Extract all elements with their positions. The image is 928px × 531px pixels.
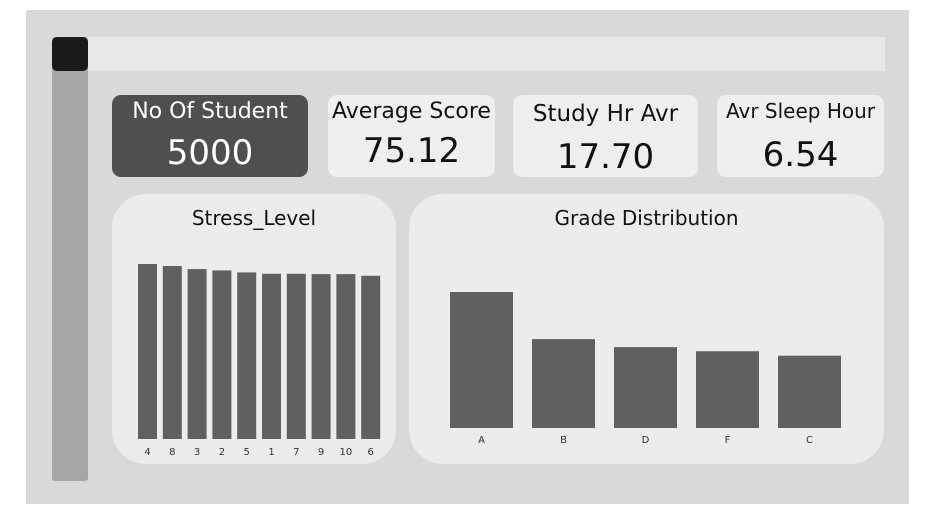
grade-tick-label-C: C — [806, 435, 813, 446]
kpi-study-hours-value: 17.70 — [556, 137, 655, 177]
top-bar — [52, 37, 885, 71]
stress-level-tick-label-5: 5 — [244, 447, 250, 458]
stress-level-tick-label-2: 2 — [219, 447, 225, 458]
stress-level-tick-label-7: 7 — [293, 447, 299, 458]
stress-level-bar-7 — [286, 273, 306, 439]
grade-bar-D — [614, 347, 677, 428]
stress-level-chart: 4 8 3 2 5 1 7 9 10 6 — [138, 264, 381, 458]
sidebar — [52, 37, 88, 481]
stress-level-bar-5 — [237, 272, 257, 439]
stress-level-bar-6 — [361, 275, 381, 439]
grade-bar-B — [532, 339, 595, 428]
sidebar-menu-button[interactable] — [52, 37, 88, 71]
grade-distribution-panel: Grade Distribution A B D F C — [409, 194, 884, 464]
kpi-sleep-hours-value: 6.54 — [762, 135, 839, 175]
stress-level-bar-2 — [212, 270, 232, 439]
stress-level-tick-label-10: 10 — [340, 447, 353, 458]
stress-level-bar-10 — [336, 274, 356, 439]
stress-level-tick-label-8: 8 — [169, 447, 175, 458]
stress-level-bar-9 — [311, 274, 331, 439]
grade-bar-F — [696, 351, 759, 428]
stress-level-bar-8 — [162, 266, 182, 439]
stress-level-tick-label-3: 3 — [194, 447, 200, 458]
kpi-card-students: No Of Student 5000 — [112, 95, 308, 177]
stress-level-tick-label-9: 9 — [318, 447, 324, 458]
kpi-card-average-score: Average Score 75.12 — [328, 95, 495, 177]
kpi-card-sleep-hours: Avr Sleep Hour 6.54 — [717, 95, 884, 177]
stress-level-tick-label-1: 1 — [268, 447, 274, 458]
grade-bar-A — [450, 292, 513, 428]
kpi-study-hours-label: Study Hr Avr — [532, 101, 679, 127]
grade-bar-C — [778, 355, 841, 428]
kpi-card-study-hours: Study Hr Avr 17.70 — [513, 95, 698, 177]
stress-level-tick-label-4: 4 — [144, 447, 150, 458]
kpi-average-score-value: 75.12 — [362, 131, 461, 171]
stress-level-title: Stress_Level — [191, 206, 317, 230]
stress-level-bar-3 — [187, 269, 207, 439]
grade-tick-label-A: A — [478, 435, 485, 446]
stress-level-bar-1 — [262, 273, 281, 439]
grade-distribution-title: Grade Distribution — [554, 206, 739, 230]
kpi-average-score-label: Average Score — [332, 99, 491, 124]
kpi-sleep-hours-label: Avr Sleep Hour — [725, 99, 875, 123]
grade-tick-label-B: B — [560, 435, 567, 446]
stress-level-bar-4 — [138, 264, 157, 439]
kpi-students-label: No Of Student — [132, 99, 288, 124]
grade-tick-label-F: F — [725, 435, 731, 446]
kpi-students-value: 5000 — [166, 133, 254, 173]
stress-level-panel: Stress_Level 4 8 3 2 5 1 7 9 10 6 — [112, 194, 396, 464]
grade-tick-label-D: D — [642, 435, 650, 446]
stress-level-tick-label-6: 6 — [368, 447, 374, 458]
